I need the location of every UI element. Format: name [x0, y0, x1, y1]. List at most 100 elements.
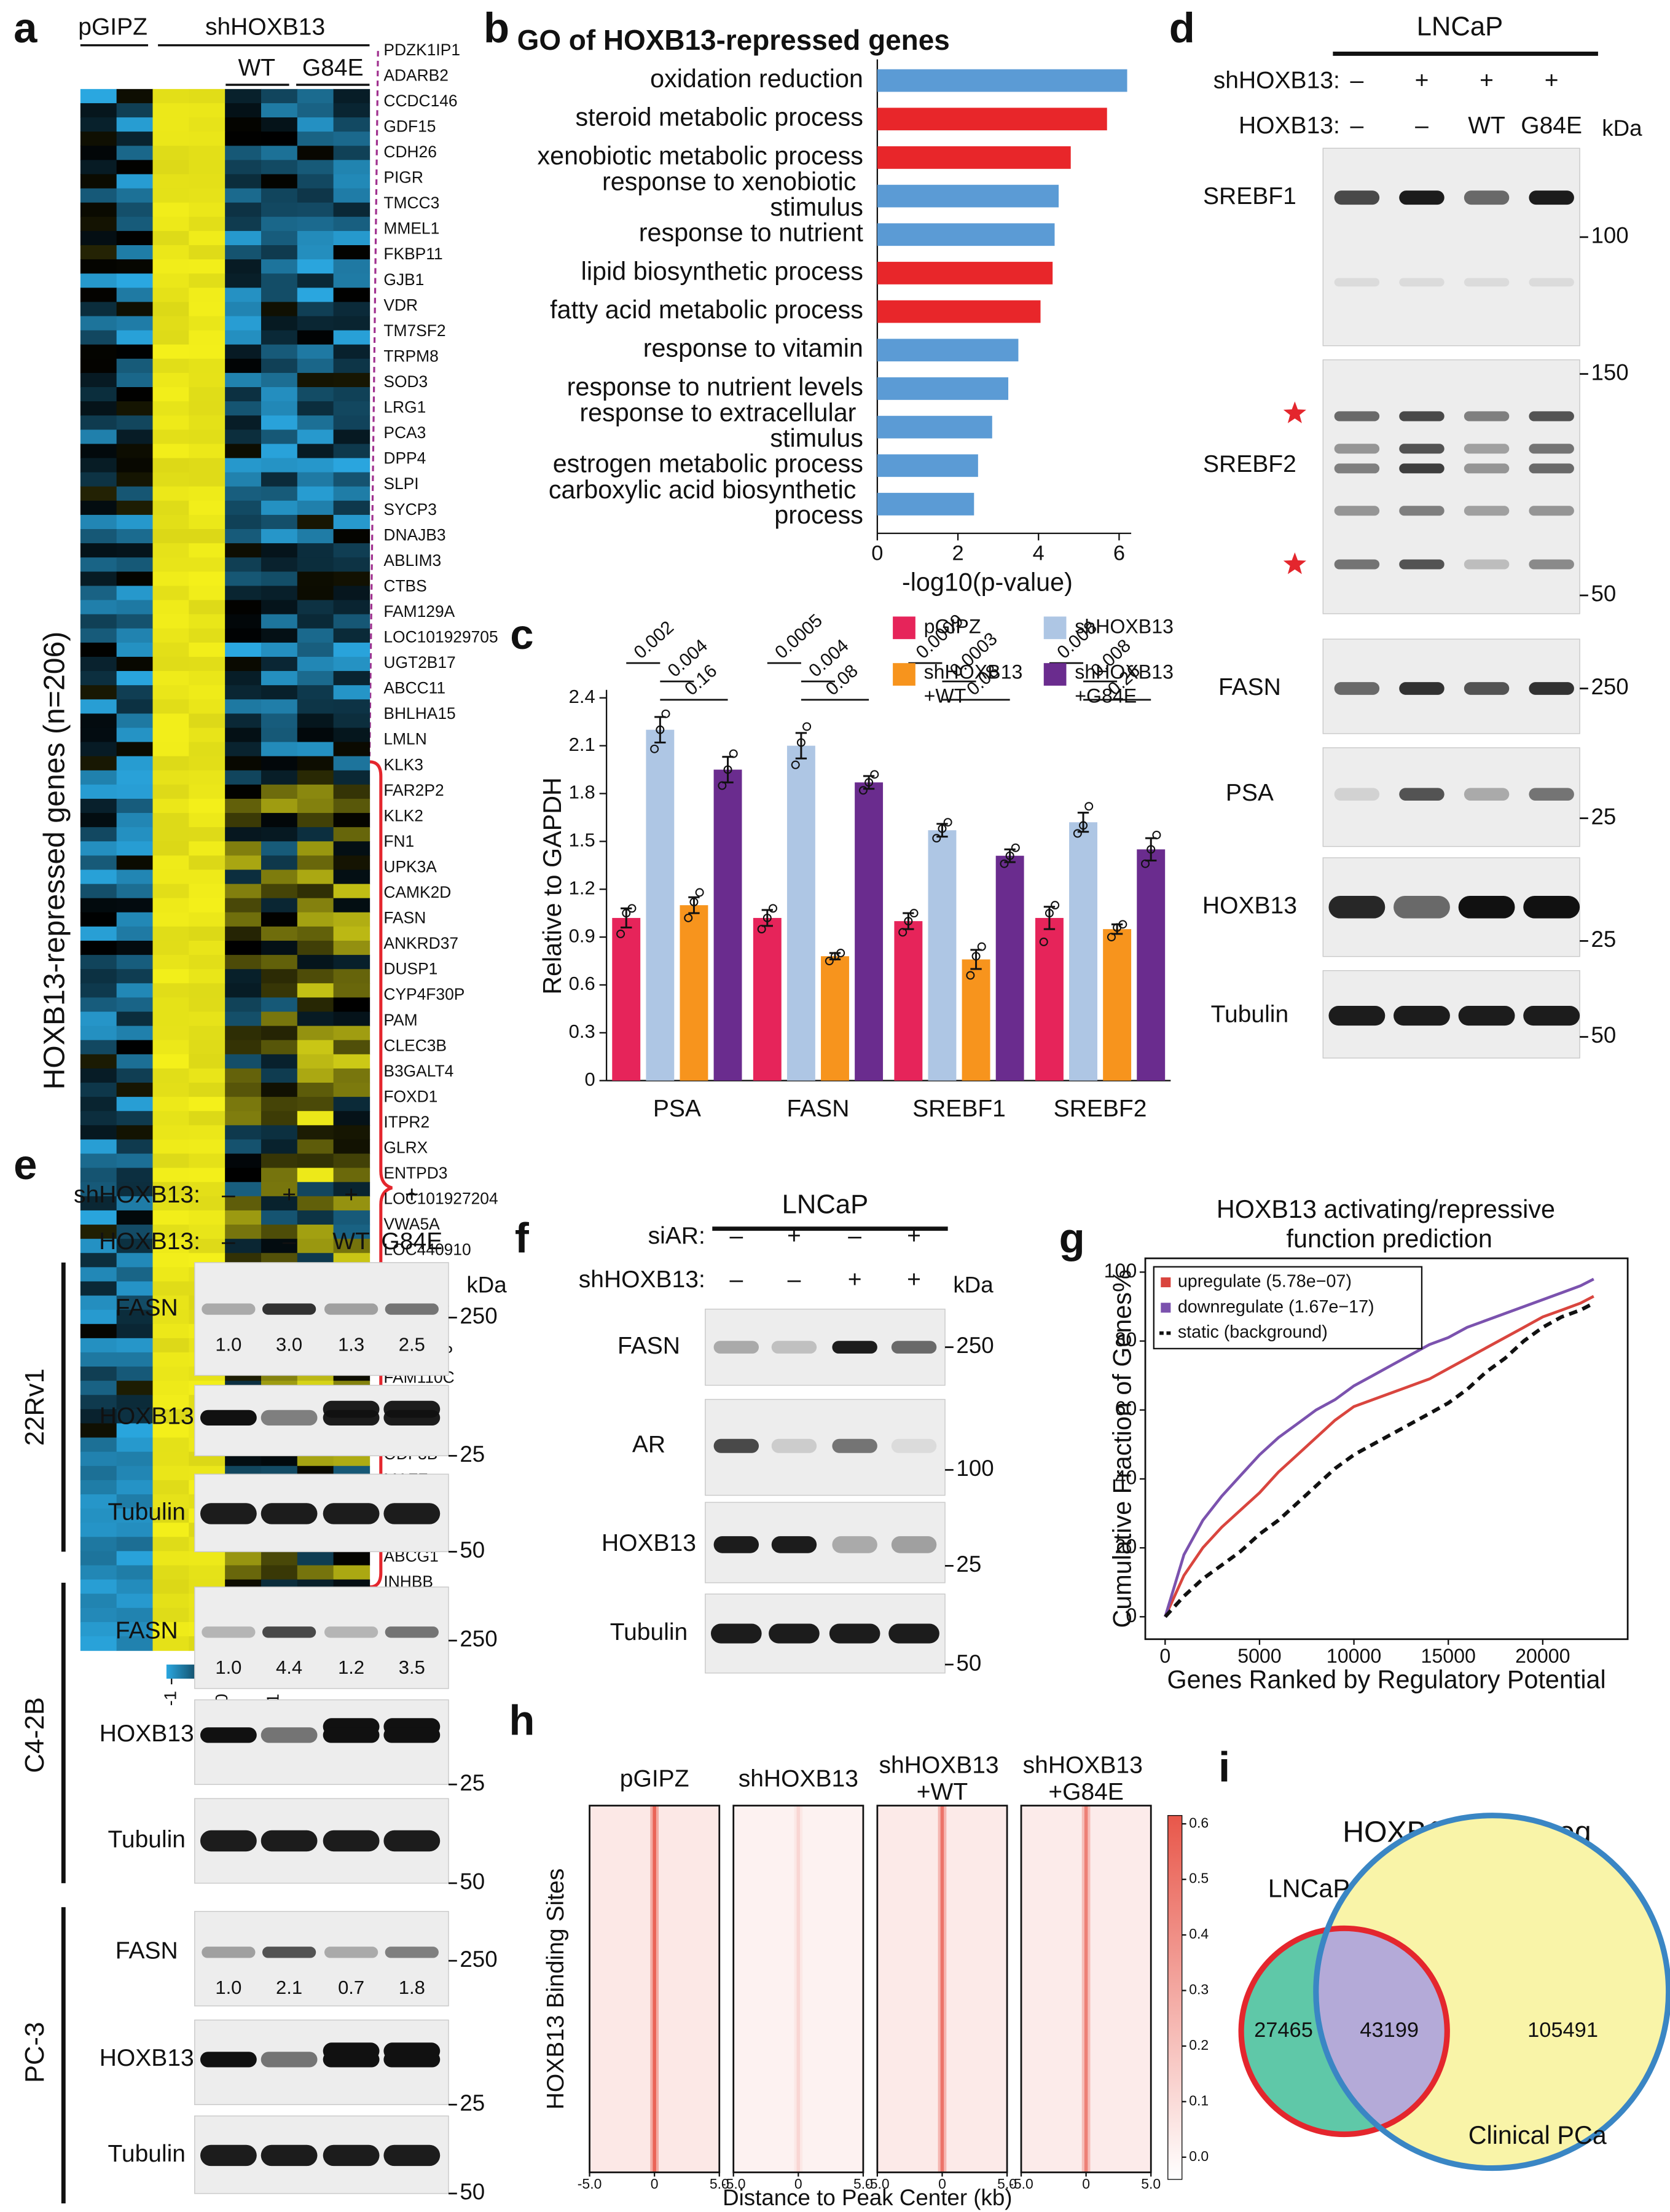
data-point [684, 913, 693, 922]
heatmap-cell [333, 88, 370, 104]
heatmap-cell [261, 444, 298, 459]
blot-frame [1322, 359, 1580, 614]
category-label: carboxylic acid biosynthetic process [549, 476, 863, 529]
heatmap-cell [225, 784, 262, 799]
gene-label: ABLIM3 [383, 551, 441, 570]
heatmap-cell [116, 117, 154, 132]
heatmap-cell [116, 1139, 154, 1155]
band [261, 1410, 318, 1426]
heatmap-cell [152, 1167, 190, 1183]
quantification: 3.5 [399, 1657, 425, 1678]
colorbar-tick-label: 0.0 [1189, 2148, 1209, 2164]
heatmap-cell [225, 316, 262, 331]
y-tick-label: 0.9 [569, 925, 595, 946]
heatmap-cell [333, 415, 370, 431]
heatmap-cell [261, 1068, 298, 1083]
heatmap-cell [261, 216, 298, 232]
heatmap-cell [189, 1026, 225, 1041]
category-label: response to extracellular stimulus [579, 398, 863, 452]
group-label: WT [238, 55, 275, 81]
category-label: response to nutrient [639, 219, 864, 247]
band [1464, 411, 1510, 422]
heatmap-cell [261, 557, 298, 573]
heatmap-cell [225, 458, 262, 473]
band [713, 1438, 759, 1453]
heatmap-cell [225, 1182, 262, 1197]
band [1529, 506, 1574, 516]
category-label: xenobiotic metabolic process [537, 141, 863, 170]
heatmap-cell [152, 926, 190, 941]
panel-title: shHOXB13 [739, 1766, 858, 1792]
heatmap-cell [225, 372, 262, 388]
heatmap-cell [225, 1011, 262, 1027]
band [1529, 682, 1574, 695]
heatmap-cell [333, 486, 370, 501]
gene-label: MMEL1 [383, 219, 439, 238]
band [383, 1830, 441, 1852]
heatmap-cell [80, 1494, 117, 1509]
data-point [723, 765, 732, 774]
band [1334, 463, 1380, 474]
heatmap-cell [80, 1111, 117, 1126]
band [261, 1830, 318, 1852]
band [385, 1947, 439, 1958]
heatmap-cell [225, 798, 262, 814]
heatmap-cell [152, 288, 190, 303]
band [771, 1438, 817, 1453]
heatmap-cell [333, 1153, 370, 1169]
heatmap-cell [116, 358, 154, 374]
heatmap-cell [152, 756, 190, 771]
heatmap-cell [189, 358, 225, 374]
heatmap-cell [116, 855, 154, 871]
text-line: stimulus [770, 193, 863, 221]
heatmap-cell [261, 103, 298, 118]
text-line: shHOXB13 [1023, 1752, 1150, 1779]
size-marker: 50 [956, 1650, 981, 1676]
heatmap-cell [116, 146, 154, 161]
protein-label: SREBF2 [1203, 451, 1296, 477]
heatmap-cell [116, 316, 154, 331]
heatmap-cell [261, 174, 298, 189]
gene-label: SYCP3 [383, 500, 437, 519]
data-point [1000, 859, 1009, 868]
heatmap-cell [116, 259, 154, 274]
band [323, 1503, 380, 1524]
heatmap-cell [297, 699, 334, 715]
quantification: 0.7 [338, 1977, 364, 1998]
heatmap-cell [333, 444, 370, 459]
heatmap-cell [80, 543, 117, 558]
heatmap-cell [116, 302, 154, 317]
heatmap-cell [116, 1423, 154, 1438]
band [261, 1727, 318, 1743]
heatmap-cell [152, 444, 190, 459]
bar [680, 905, 708, 1081]
heatmap-cell [152, 316, 190, 331]
heatmap-cell [116, 770, 154, 785]
heatmap-cell [297, 841, 334, 857]
heatmap-cell [152, 529, 190, 544]
heatmap-cell [225, 1565, 262, 1580]
heatmap-cell [116, 1480, 154, 1495]
data-point [966, 971, 975, 980]
condition-value: + [282, 1182, 296, 1208]
heatmap-cell [225, 543, 262, 558]
bar [646, 729, 675, 1081]
heatmap-cell [189, 245, 225, 260]
y-axis-label: HOXB13-repressed genes (n=206) [38, 632, 71, 1090]
band [202, 1626, 256, 1638]
chart-title: GO of HOXB13-repressed genes [517, 24, 950, 56]
x-tick-label: 0 [1082, 2176, 1090, 2192]
heatmap-cell [297, 245, 334, 260]
gene-label: LRG1 [383, 398, 426, 417]
heatmap-cell [333, 117, 370, 132]
heatmap-cell [152, 1579, 190, 1594]
heatmap-cell [80, 926, 117, 941]
heatmap-cell [80, 898, 117, 913]
protein-label: AR [632, 1432, 665, 1458]
heatmap-cell [152, 1182, 190, 1197]
legend-box [1153, 1266, 1423, 1349]
heatmap-cell [152, 1537, 190, 1552]
heatmap-cell [297, 1111, 334, 1126]
heatmap-cell [297, 1083, 334, 1097]
heatmap-cell [225, 103, 262, 118]
